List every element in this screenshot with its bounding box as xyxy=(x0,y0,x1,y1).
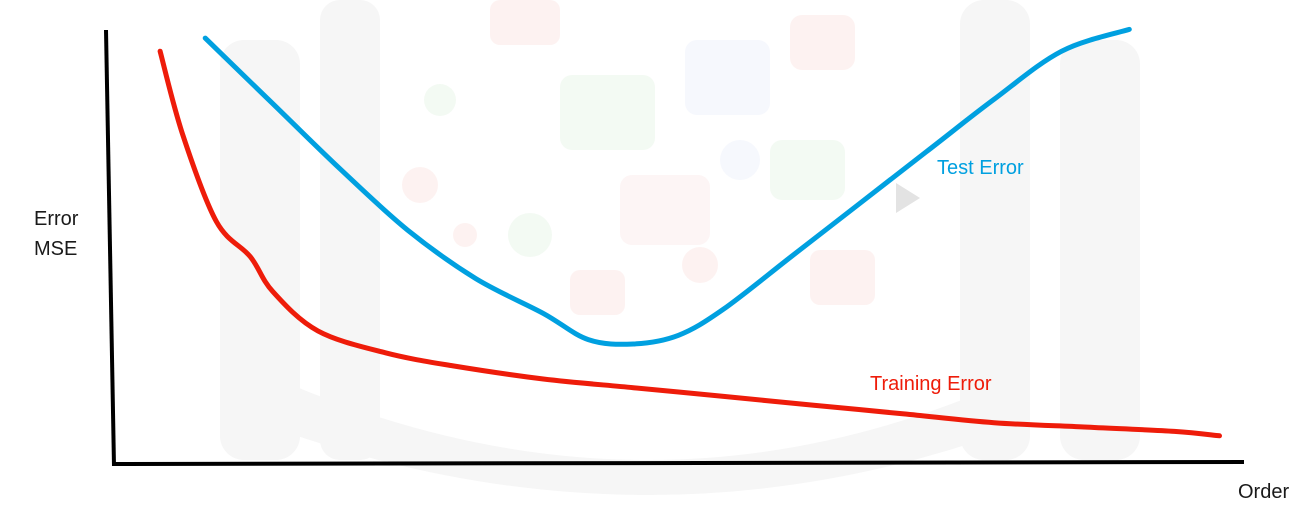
x-axis-label: Order xyxy=(1238,481,1289,503)
y-axis xyxy=(104,29,116,467)
training-error-annotation: Training Error xyxy=(870,373,992,395)
test-error-annotation: Test Error xyxy=(937,157,1024,179)
y-axis-label-line-2: MSE xyxy=(34,238,77,260)
test-error-line xyxy=(202,26,1132,347)
y-axis-label-line-1: Error xyxy=(34,208,79,230)
series-group xyxy=(157,26,1222,439)
training-error-line xyxy=(157,48,1222,439)
play-icon[interactable] xyxy=(896,183,920,213)
x-axis xyxy=(112,460,1245,466)
